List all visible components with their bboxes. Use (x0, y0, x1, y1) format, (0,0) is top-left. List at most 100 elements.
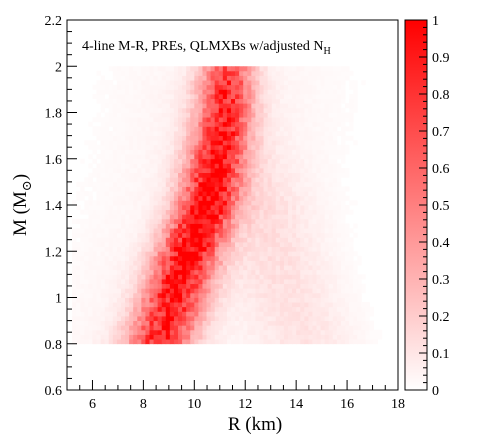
heatmap-cell (100, 181, 106, 187)
heatmap-cell (259, 75, 264, 81)
heatmap-cell (161, 223, 167, 229)
heatmap-cell (133, 195, 138, 201)
heatmap-cell (292, 70, 297, 76)
heatmap-cell (178, 260, 183, 266)
heatmap-cell (283, 205, 289, 211)
heatmap-cell (328, 70, 334, 76)
heatmap-cell (206, 149, 211, 155)
heatmap-cell (218, 311, 224, 317)
heatmap-cell (235, 200, 240, 206)
heatmap-cell (345, 311, 350, 317)
heatmap-cell (308, 288, 313, 294)
heatmap-cell (328, 214, 334, 220)
heatmap-cell (283, 274, 289, 280)
heatmap-cell (300, 265, 305, 271)
heatmap-cell (235, 209, 240, 215)
heatmap-cell (259, 131, 264, 137)
heatmap-cell (259, 306, 264, 312)
heatmap-cell (288, 200, 293, 206)
heatmap-cell (198, 75, 203, 81)
heatmap-cell (190, 325, 195, 331)
heatmap-cell (92, 200, 97, 206)
heatmap-cell (324, 288, 330, 294)
heatmap-cell (214, 163, 220, 169)
heatmap-cell (125, 135, 130, 141)
heatmap-cell (198, 121, 203, 127)
heatmap-cell (226, 181, 232, 187)
heatmap-cell (247, 237, 252, 243)
heatmap-cell (345, 168, 350, 174)
heatmap-cell (190, 246, 195, 252)
heatmap-cell (104, 131, 110, 137)
heatmap-cell (340, 209, 346, 215)
heatmap-cell (235, 186, 240, 192)
heatmap-cell (308, 334, 313, 340)
heatmap-cell (84, 223, 89, 229)
heatmap-cell (169, 149, 175, 155)
heatmap-cell (243, 191, 248, 197)
heatmap-cell (259, 283, 264, 289)
heatmap-cell (226, 260, 232, 266)
heatmap-cell (190, 209, 195, 215)
heatmap-cell (112, 121, 118, 127)
heatmap-cell (202, 191, 207, 197)
heatmap-cell (324, 186, 330, 192)
heatmap-cell (104, 163, 110, 169)
heatmap-cell (145, 163, 150, 169)
heatmap-cell (304, 131, 309, 137)
heatmap-cell (345, 265, 350, 271)
heatmap-cell (96, 242, 102, 248)
heatmap-cell (292, 168, 297, 174)
heatmap-cell (153, 279, 159, 285)
heatmap-cell (206, 283, 211, 289)
heatmap-cell (235, 334, 240, 340)
heatmap-cell (328, 269, 334, 275)
heatmap-cell (332, 181, 338, 187)
heatmap-cell (178, 329, 183, 335)
heatmap-cell (145, 242, 150, 248)
heatmap-cell (149, 117, 154, 123)
heatmap-cell (84, 329, 89, 335)
heatmap-cell (129, 218, 134, 224)
heatmap-cell (267, 242, 273, 248)
heatmap-cell (129, 103, 134, 109)
heatmap-cell (133, 66, 138, 72)
heatmap-cell (247, 218, 252, 224)
heatmap-cell (80, 292, 85, 298)
heatmap-cell (300, 149, 305, 155)
heatmap-cell (129, 66, 134, 72)
heatmap-cell (120, 70, 126, 76)
heatmap-cell (186, 334, 191, 340)
heatmap-cell (218, 103, 224, 109)
heatmap-cell (349, 279, 354, 285)
heatmap-cell (202, 177, 207, 183)
heatmap-cell (104, 269, 110, 275)
heatmap-cell (283, 121, 289, 127)
heatmap-cell (283, 279, 289, 285)
heatmap-cell (104, 246, 110, 252)
heatmap-cell (226, 251, 232, 257)
heatmap-cell (182, 177, 187, 183)
heatmap-cell (251, 144, 256, 150)
heatmap-cell (149, 255, 154, 261)
heatmap-cell (222, 66, 228, 72)
heatmap-cell (332, 246, 338, 252)
heatmap-cell (84, 255, 89, 261)
heatmap-cell (304, 181, 309, 187)
heatmap-cell (169, 279, 175, 285)
heatmap-cell (267, 140, 273, 146)
heatmap-cell (292, 144, 297, 150)
heatmap-cell (239, 320, 244, 326)
heatmap-cell (255, 329, 260, 335)
heatmap-cell (72, 218, 77, 224)
heatmap-cell (173, 191, 179, 197)
heatmap-cell (243, 172, 248, 178)
heatmap-cell (288, 94, 293, 100)
heatmap-cell (267, 103, 273, 109)
heatmap-cell (149, 181, 154, 187)
heatmap-cell (222, 325, 228, 331)
heatmap-cell (169, 325, 175, 331)
heatmap-cell (324, 131, 330, 137)
heatmap-cell (198, 237, 203, 243)
heatmap-cell (198, 214, 203, 220)
